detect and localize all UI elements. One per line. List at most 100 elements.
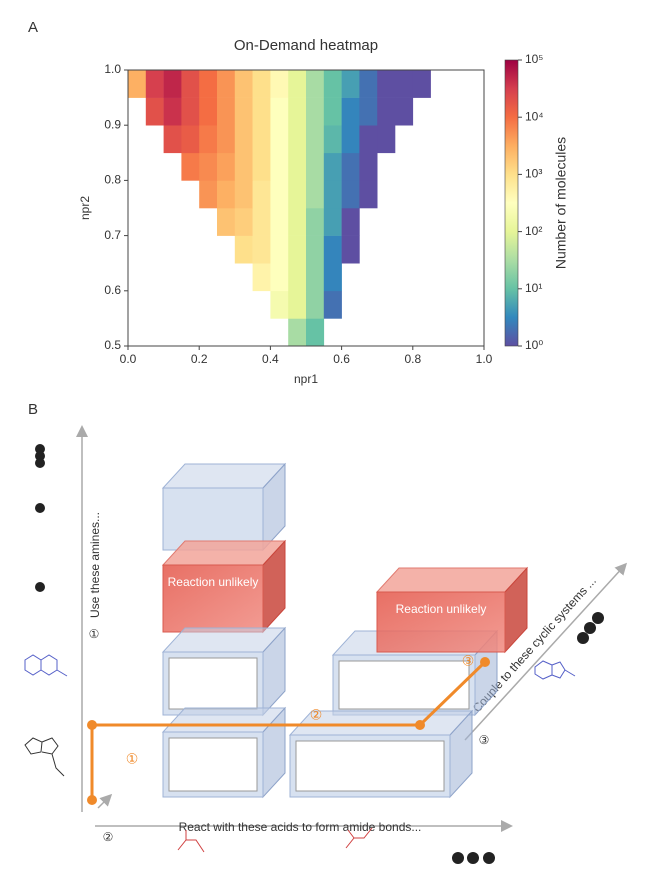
origin-arrow (97, 793, 113, 809)
heat-cell (306, 235, 325, 264)
x-tick-label: 0.4 (262, 352, 279, 366)
heat-cell (270, 70, 289, 98)
plot-frame (127, 69, 485, 347)
heat-cell (252, 235, 271, 264)
heat-cell (270, 152, 289, 181)
heat-cell (323, 180, 342, 209)
colorbar-tick-label: 10⁴ (525, 109, 544, 123)
heat-cell (145, 97, 164, 126)
y-tick-label: 1.0 (104, 62, 121, 76)
heat-cell (377, 70, 396, 98)
colorbar-label: Number of molecules (553, 137, 569, 269)
heat-cell (323, 125, 342, 154)
heat-cell (341, 152, 360, 181)
dots (35, 444, 604, 864)
y-tick-label: 0.8 (104, 173, 121, 187)
heat-cell (412, 70, 431, 98)
heat-cell (199, 70, 218, 98)
heat-cell (181, 152, 200, 181)
x-tick-label: 0.8 (404, 352, 421, 366)
step-number: ③ (479, 733, 490, 747)
heat-cell (270, 263, 289, 292)
box-front (162, 487, 264, 551)
heat-cell (288, 152, 307, 181)
x-tick-label: 0.0 (120, 352, 137, 366)
x-axis-label: npr1 (294, 372, 318, 386)
heat-cell (252, 152, 271, 181)
heat-cell (323, 208, 342, 236)
colorbar-tick-label: 10² (525, 224, 542, 238)
path-step: ② (310, 707, 323, 723)
y-tick-label: 0.7 (104, 228, 121, 242)
axis-title: React with these acids to form amide bon… (179, 820, 422, 834)
box-label: Reaction unlikely (168, 575, 259, 589)
heat-cell (323, 152, 342, 181)
heat-cell (306, 180, 325, 209)
heat-cell (377, 97, 396, 126)
chart-title: On-Demand heatmap (234, 37, 378, 54)
heat-cell (323, 70, 342, 98)
heat-cell (306, 97, 325, 126)
heat-cell (395, 97, 414, 126)
heat-cell (217, 70, 236, 98)
heat-cell (288, 125, 307, 154)
x-tick-label: 0.2 (191, 352, 208, 366)
cyclic-axis (464, 562, 628, 741)
heat-cell (217, 152, 236, 181)
heat-cell (341, 180, 360, 209)
step-number: ② (103, 830, 114, 844)
heat-cell (181, 97, 200, 126)
heat-cell (288, 290, 307, 319)
heat-cell (341, 208, 360, 236)
box-front (376, 591, 506, 653)
heat-cell (288, 97, 307, 126)
molecules (24, 654, 576, 853)
colorbar (504, 59, 519, 347)
heat-cell (323, 263, 342, 292)
heat-cell (181, 70, 200, 98)
path-step: ① (126, 751, 139, 767)
heat-cell (270, 290, 289, 319)
heat-cell (217, 97, 236, 126)
heat-cell (359, 97, 378, 126)
heat-cell (128, 70, 147, 98)
molecule-card (168, 737, 258, 792)
heat-cell (217, 208, 236, 236)
path-step: ③ (462, 653, 475, 669)
y-tick-label: 0.6 (104, 283, 121, 297)
heat-cell (234, 208, 253, 236)
panel-label: A (28, 19, 38, 36)
molecule-card (338, 660, 470, 710)
heatmap (128, 70, 431, 347)
heat-cell (199, 97, 218, 126)
heat-cell (395, 70, 414, 98)
heat-cell (252, 125, 271, 154)
heat-cell (252, 208, 271, 236)
heat-cell (234, 152, 253, 181)
blue-box (161, 706, 287, 799)
heat-cell (217, 180, 236, 209)
heat-cell (270, 180, 289, 209)
heat-cell (252, 70, 271, 98)
heat-cell (270, 97, 289, 126)
heat-cell (341, 235, 360, 264)
heat-cell (163, 70, 182, 98)
heat-cell (199, 125, 218, 154)
box-top (375, 567, 529, 593)
heat-cell (288, 70, 307, 98)
heat-cell (288, 318, 307, 347)
panel-label: B (28, 401, 38, 418)
heat-cell (306, 318, 325, 347)
heat-cell (288, 235, 307, 264)
colorbar-tick-label: 10⁰ (525, 338, 543, 352)
heat-cell (217, 125, 236, 154)
y-axis-label: npr2 (78, 196, 92, 220)
heat-cell (306, 152, 325, 181)
y-tick-label: 0.9 (104, 117, 121, 131)
heat-cell (288, 263, 307, 292)
heat-cell (359, 152, 378, 181)
heat-cell (199, 180, 218, 209)
colorbar-tick-label: 10³ (525, 167, 542, 181)
